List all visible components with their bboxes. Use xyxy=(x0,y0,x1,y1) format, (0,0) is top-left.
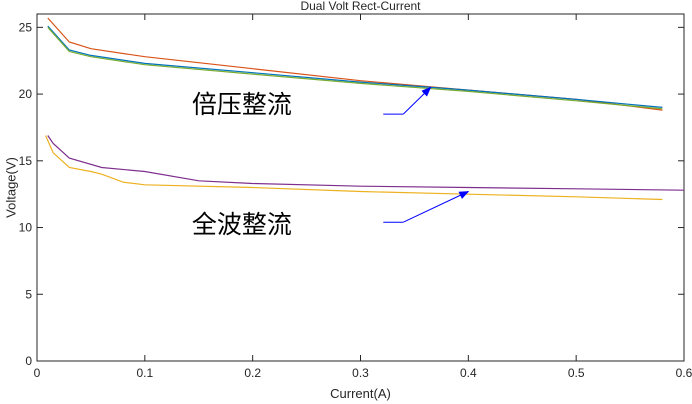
plot-area xyxy=(36,13,685,362)
tick-labels: 0 0.1 0.2 0.3 0.4 0.5 0.6 0 5 10 15 20 25 xyxy=(19,20,692,380)
y-tick-label: 15 xyxy=(19,154,33,168)
x-tick-label: 0.6 xyxy=(676,366,692,380)
series-line-4 xyxy=(47,135,685,191)
x-tick-label: 0.1 xyxy=(136,366,153,380)
x-tick-label: 0.5 xyxy=(568,366,585,380)
chart-title: Dual Volt Rect-Current xyxy=(300,0,421,13)
x-axis-title: Current(A) xyxy=(330,386,391,401)
y-tick-label: 0 xyxy=(25,354,32,368)
x-tick-label: 0.2 xyxy=(244,366,261,380)
y-tick-label: 5 xyxy=(25,287,32,301)
series-line-2 xyxy=(47,25,663,108)
x-tick-label: 0.4 xyxy=(460,366,477,380)
y-tick-label: 10 xyxy=(19,221,33,235)
y-tick-label: 20 xyxy=(19,87,33,101)
series-line-5 xyxy=(45,135,663,201)
series-layer xyxy=(45,17,685,201)
series-line-3 xyxy=(47,26,663,110)
x-tick-label: 0 xyxy=(34,366,41,380)
y-tick-label: 25 xyxy=(19,20,33,34)
y-axis-title: Voltage(V) xyxy=(3,157,18,218)
annotation-arrow-1 xyxy=(402,86,432,115)
x-tick-label: 0.3 xyxy=(352,366,369,380)
annotation-label-1: 倍压整流 xyxy=(192,90,292,119)
annotation-arrow-2 xyxy=(403,191,470,223)
annotation-label-2: 全波整流 xyxy=(192,210,292,239)
axis-ticks xyxy=(36,14,685,362)
